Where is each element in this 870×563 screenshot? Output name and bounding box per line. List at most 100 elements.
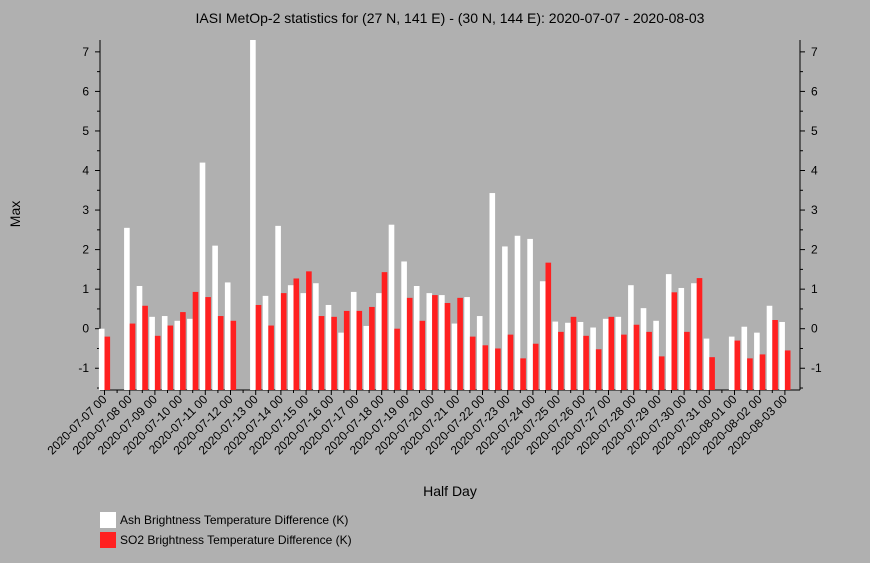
so2-bar	[167, 325, 174, 390]
y-tick-label-left: 1	[82, 282, 89, 296]
legend-label-so2: SO2 Brightness Temperature Difference (K…	[120, 533, 352, 547]
ash-bar	[678, 287, 685, 390]
legend-swatch-so2	[100, 532, 116, 548]
y-tick-label-left: 4	[82, 164, 89, 178]
ash-bar	[388, 224, 395, 390]
so2-bar	[684, 331, 690, 390]
so2-bar	[784, 350, 791, 390]
so2-bar	[469, 336, 476, 390]
y-tick-label-left: 2	[82, 243, 89, 257]
so2-bar	[180, 312, 186, 390]
so2-bar	[734, 340, 741, 390]
ash-bar	[426, 293, 433, 390]
ash-bar	[401, 261, 407, 390]
ash-bar	[754, 332, 760, 390]
ash-bar	[451, 323, 458, 390]
ash-bar	[779, 321, 785, 390]
so2-bar	[230, 320, 237, 390]
ash-bar	[527, 238, 533, 390]
y-tick-label-right: 5	[811, 124, 818, 138]
ash-bar	[552, 321, 559, 390]
ash-bar	[287, 285, 294, 390]
so2-bar	[709, 357, 715, 390]
so2-bar	[696, 278, 703, 390]
ash-bar	[539, 281, 546, 390]
y-axis-label: Max	[7, 201, 23, 227]
ash-bar	[464, 297, 470, 390]
bars-layer	[98, 40, 791, 390]
ash-bar	[766, 305, 773, 390]
so2-bar	[570, 316, 577, 390]
so2-bar	[293, 278, 300, 390]
ash-bar	[161, 316, 168, 390]
so2-bar	[217, 316, 224, 390]
ash-bar	[300, 293, 307, 390]
so2-bar	[280, 293, 287, 390]
so2-bar	[432, 295, 438, 390]
ash-bar	[174, 320, 181, 390]
so2-bar	[658, 356, 665, 390]
ash-bar	[363, 325, 370, 390]
ash-bar	[691, 283, 697, 390]
so2-bar	[343, 310, 350, 390]
so2-bar	[369, 306, 375, 390]
so2-bar	[419, 320, 426, 390]
ash-bar	[262, 295, 269, 390]
so2-bar	[583, 335, 589, 390]
ash-bar	[640, 308, 647, 390]
so2-bar	[444, 302, 451, 390]
ash-bar	[476, 316, 483, 390]
so2-bar	[457, 297, 463, 390]
so2-bar	[520, 358, 526, 390]
ash-bar	[338, 332, 344, 390]
so2-bar	[268, 325, 274, 390]
y-tick-label-left: 5	[82, 124, 89, 138]
so2-bar	[646, 331, 652, 390]
so2-bar	[129, 323, 136, 390]
ash-bar	[376, 293, 382, 390]
ash-bar	[325, 304, 332, 390]
y-tick-label-right: 1	[811, 282, 818, 296]
so2-bar	[558, 331, 564, 390]
so2-bar	[318, 316, 325, 390]
so2-bar	[671, 292, 678, 390]
ash-bar	[615, 316, 622, 390]
legend-swatch-ash	[100, 512, 116, 528]
y-tick-label-left: 0	[82, 322, 89, 336]
so2-bar	[356, 310, 363, 390]
ash-bar	[350, 291, 357, 390]
ash-bar	[149, 316, 155, 390]
y-tick-label-right: 2	[811, 243, 818, 257]
so2-bar	[306, 271, 312, 390]
so2-bar	[545, 262, 552, 390]
so2-bar	[595, 349, 602, 390]
ash-bar	[741, 326, 748, 390]
ash-bar	[124, 227, 130, 390]
ash-bar	[590, 327, 596, 390]
ash-bar	[98, 328, 105, 390]
ash-bar	[187, 318, 193, 390]
y-tick-label-right: 7	[811, 45, 818, 59]
ash-bar	[313, 283, 319, 390]
so2-bar	[394, 328, 400, 390]
y-tick-label-right: 6	[811, 84, 818, 98]
y-tick-label-left: 3	[82, 203, 89, 217]
ash-bar	[413, 285, 420, 390]
y-tick-label-right: 0	[811, 322, 818, 336]
ash-bar	[224, 282, 231, 390]
so2-bar	[532, 343, 539, 390]
so2-bar	[747, 358, 753, 390]
ash-bar	[628, 285, 634, 390]
so2-bar	[255, 304, 262, 390]
y-axis-ticks: -1 -1 0 0 1 1 2 2 3 3 4 4 5 5 6 6 7 7	[78, 45, 822, 389]
so2-bar	[406, 297, 413, 390]
ash-bar	[602, 318, 609, 390]
ash-bar	[728, 336, 735, 390]
so2-bar	[104, 336, 111, 390]
so2-bar	[205, 297, 211, 390]
ash-bar	[212, 245, 218, 390]
ash-bar	[665, 274, 672, 390]
so2-bar	[772, 320, 778, 390]
